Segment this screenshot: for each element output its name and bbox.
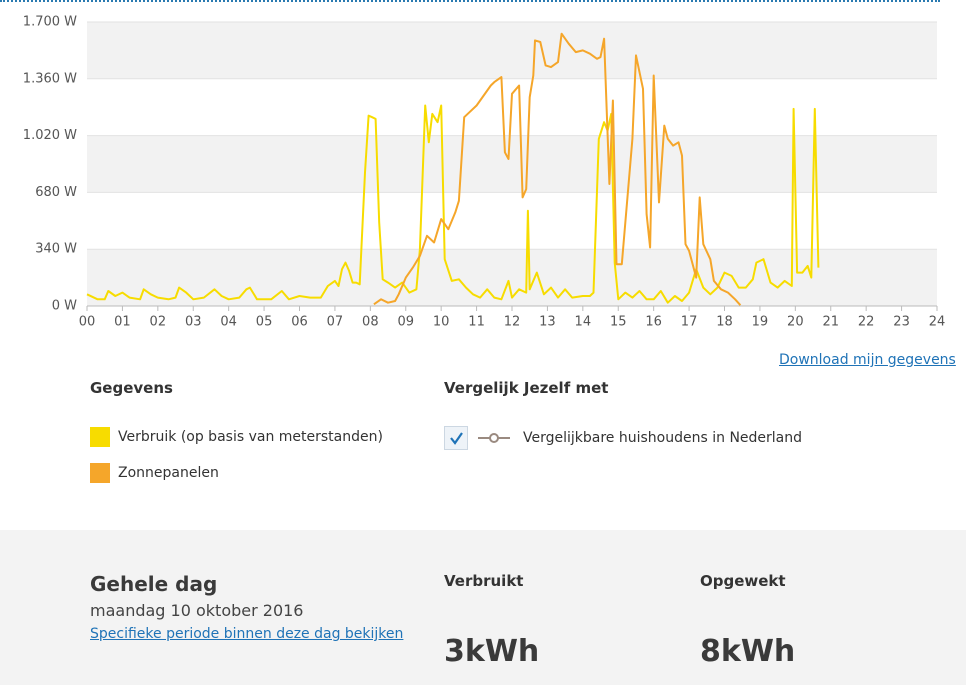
x-tick-label: 17 [681,315,698,330]
x-tick-label: 03 [185,315,202,330]
x-tick-label: 13 [539,315,556,330]
series-line [86,104,820,304]
x-tick-label: 16 [645,315,662,330]
x-tick-label: 00 [79,315,96,330]
legend-item: Zonnepanelen [90,462,219,484]
period-link[interactable]: Specifieke periode binnen deze dag bekij… [90,626,404,642]
y-tick-label: 1.700 W [23,15,77,30]
x-tick-label: 20 [787,315,804,330]
x-tick-label: 23 [893,315,910,330]
compare-checkbox[interactable] [444,426,468,450]
x-tick-label: 04 [220,315,237,330]
used-heading: Verbruikt [444,572,524,590]
x-tick-label: 01 [114,315,131,330]
data-heading: Gegevens [90,379,173,397]
legend-label: Verbruik (op basis van meterstanden) [118,429,383,445]
x-tick-label: 21 [822,315,839,330]
x-tick-label: 24 [929,315,946,330]
download-link[interactable]: Download mijn gegevens [779,352,956,368]
y-tick-label: 0 W [52,299,77,314]
top-border [0,0,940,2]
chart: 0 W 340 W 680 W 1.020 W 1.360 W 1.700 W 00 01 02… [23,15,946,330]
x-tick-label: 08 [362,315,379,330]
compare-label: Vergelijkbare huishoudens in Nederland [523,430,803,446]
summary-title: Gehele dag [90,572,218,596]
y-tick-label: 340 W [35,242,77,257]
produced-heading: Opgewekt [700,572,786,590]
compare-heading: Vergelijk Jezelf met [444,379,609,397]
produced-value: 8kWh [700,634,796,669]
y-tick-label: 680 W [35,185,77,200]
x-tick-label: 11 [468,315,485,330]
x-tick-label: 14 [575,315,592,330]
compare-line-icon [478,433,510,443]
x-tick-label: 10 [433,315,450,330]
plot-band [87,135,937,193]
x-tick-label: 05 [256,315,273,330]
x-tick-label: 22 [858,315,875,330]
legend-label: Zonnepanelen [118,465,219,481]
x-tick-label: 02 [150,315,167,330]
x-tick-label: 12 [504,315,521,330]
x-tick-label: 15 [610,315,627,330]
y-tick-label: 1.020 W [23,128,77,143]
y-tick-label: 1.360 W [23,71,77,86]
plot-band [87,192,937,250]
x-tick-label: 09 [397,315,414,330]
x-tick-label: 18 [716,315,733,330]
legend-item: Verbruik (op basis van meterstanden) [90,426,383,448]
summary-date: maandag 10 oktober 2016 [90,601,304,620]
x-tick-label: 19 [752,315,769,330]
used-value: 3kWh [444,634,540,669]
series-line [373,32,742,306]
x-tick-label: 07 [327,315,344,330]
x-tick-label: 06 [291,315,308,330]
checkmark [450,432,463,445]
legend-swatch [90,463,110,483]
plot-band [87,22,937,79]
summary-panel: Gehele dag maandag 10 oktober 2016 Speci… [0,530,966,685]
legend-swatch [90,427,110,447]
